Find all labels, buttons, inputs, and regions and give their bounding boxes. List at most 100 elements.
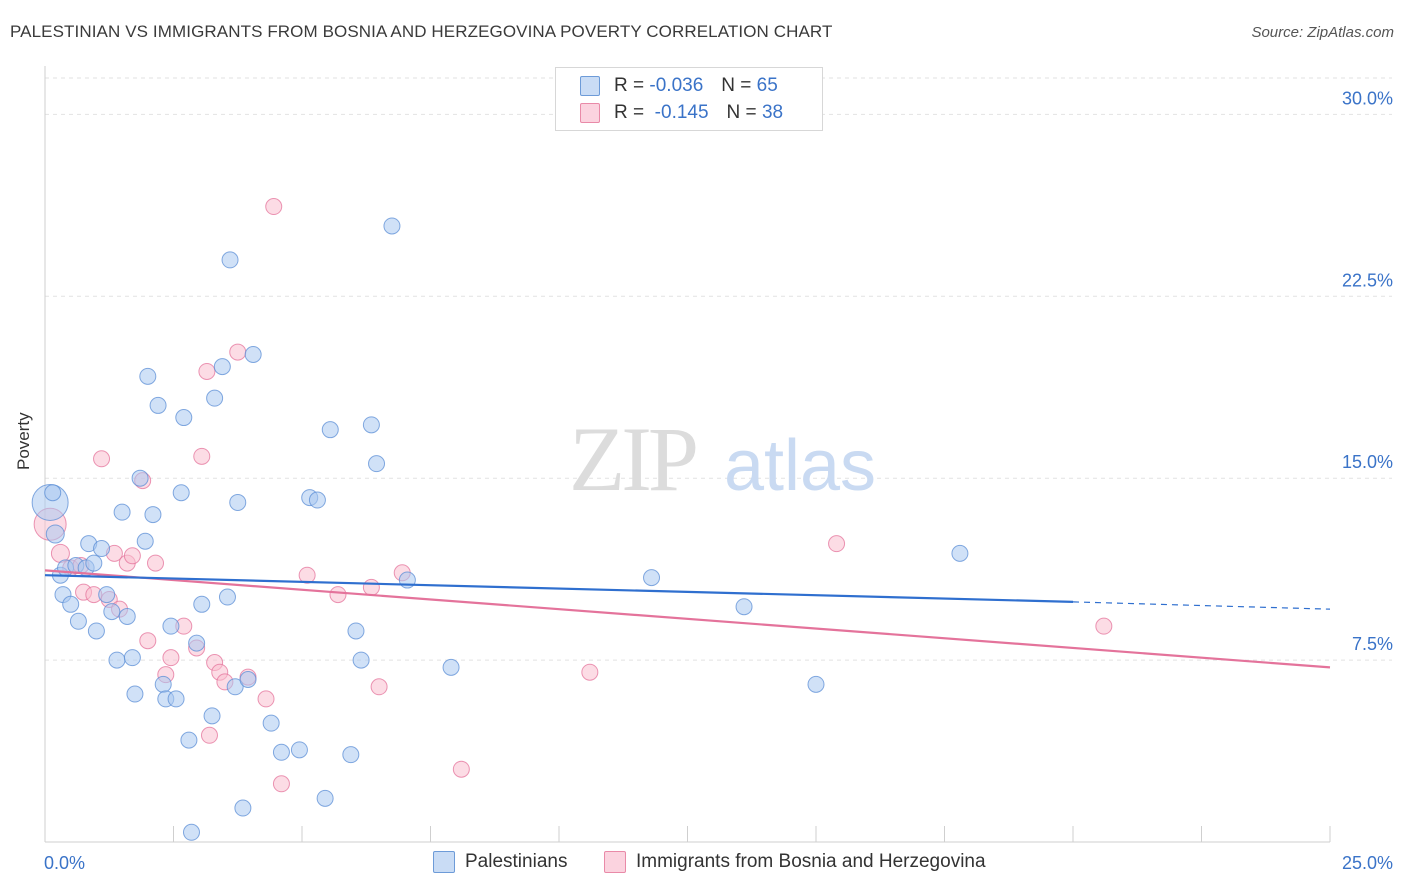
point-palestinians xyxy=(807,675,825,693)
point-palestinians xyxy=(87,622,105,640)
point-bosnia xyxy=(198,362,216,380)
point-palestinians xyxy=(735,598,753,616)
watermark-atlas: atlas xyxy=(724,426,876,506)
n-value: 65 xyxy=(756,75,778,96)
point-palestinians xyxy=(126,685,144,703)
point-bosnia xyxy=(1095,617,1113,635)
point-palestinians xyxy=(180,731,198,749)
point-palestinians xyxy=(85,554,103,572)
legend-label: Immigrants from Bosnia and Herzegovina xyxy=(636,851,986,872)
point-palestinians xyxy=(218,588,236,606)
point-palestinians xyxy=(69,612,87,630)
legend-swatch-blue xyxy=(580,76,600,96)
point-bosnia xyxy=(123,547,141,565)
point-palestinians xyxy=(45,524,65,544)
y-tick-label: 22.5% xyxy=(1342,270,1393,290)
point-bosnia xyxy=(828,535,846,553)
point-palestinians xyxy=(93,540,111,558)
point-palestinians xyxy=(290,741,308,759)
point-palestinians xyxy=(442,658,460,676)
point-palestinians xyxy=(162,617,180,635)
point-palestinians xyxy=(131,469,149,487)
point-palestinians xyxy=(362,416,380,434)
legend-item-bosnia[interactable]: Immigrants from Bosnia and Herzegovina xyxy=(604,851,986,873)
point-bosnia xyxy=(452,760,470,778)
point-palestinians xyxy=(182,823,200,841)
point-palestinians xyxy=(643,569,661,587)
point-palestinians xyxy=(172,484,190,502)
point-palestinians xyxy=(213,358,231,376)
point-palestinians xyxy=(188,634,206,652)
point-bosnia xyxy=(93,450,111,468)
point-palestinians xyxy=(123,649,141,667)
trend-line-bosnia xyxy=(44,569,1331,669)
r-value: -0.145 xyxy=(654,102,709,123)
point-bosnia xyxy=(147,554,165,572)
n-label: N = xyxy=(726,102,757,123)
point-bosnia xyxy=(362,578,380,596)
scatter-points xyxy=(31,198,1113,841)
point-palestinians xyxy=(206,389,224,407)
point-bosnia xyxy=(265,198,283,216)
point-palestinians xyxy=(118,607,136,625)
point-palestinians xyxy=(352,651,370,669)
legend-item-palestinians[interactable]: Palestinians xyxy=(433,851,567,873)
point-bosnia xyxy=(200,726,218,744)
legend-label: Palestinians xyxy=(465,851,568,872)
stats-row-bosnia: R = -0.145 N = 38 xyxy=(580,101,783,125)
x-tick-label: 0.0% xyxy=(44,853,85,873)
point-palestinians xyxy=(149,396,167,414)
n-label: N = xyxy=(721,75,752,96)
n-value: 38 xyxy=(761,102,784,123)
point-palestinians xyxy=(144,506,162,524)
point-palestinians xyxy=(226,678,244,696)
point-bosnia xyxy=(329,586,347,604)
point-palestinians xyxy=(62,595,80,613)
point-palestinians xyxy=(113,503,131,521)
point-palestinians xyxy=(262,714,280,732)
point-palestinians xyxy=(139,367,157,385)
point-palestinians xyxy=(98,586,116,604)
source-label: Source: ZipAtlas.com xyxy=(1251,24,1394,41)
trend-line-palestinians-extrapolated xyxy=(1072,601,1331,610)
point-palestinians xyxy=(203,707,221,725)
point-bosnia xyxy=(370,678,388,696)
point-bosnia xyxy=(229,343,247,361)
point-palestinians xyxy=(154,675,172,693)
legend-swatch-blue xyxy=(433,851,455,873)
watermark: ZIP atlas xyxy=(569,408,876,510)
watermark-zip: ZIP xyxy=(569,408,696,510)
point-palestinians xyxy=(316,789,334,807)
point-palestinians xyxy=(229,493,247,511)
point-palestinians xyxy=(239,670,257,688)
point-palestinians xyxy=(951,544,969,562)
point-palestinians xyxy=(308,491,326,509)
r-label: R = xyxy=(614,75,645,96)
point-bosnia xyxy=(193,447,211,465)
point-palestinians xyxy=(175,409,193,427)
point-palestinians xyxy=(167,690,185,708)
point-bosnia xyxy=(298,566,316,584)
trend-lines xyxy=(44,569,1331,669)
point-palestinians xyxy=(272,743,290,761)
point-bosnia xyxy=(162,649,180,667)
y-tick-label: 15.0% xyxy=(1342,452,1393,472)
point-palestinians xyxy=(44,484,62,502)
y-tick-label: 7.5% xyxy=(1352,634,1393,654)
point-palestinians xyxy=(108,651,126,669)
point-bosnia xyxy=(257,690,275,708)
point-palestinians xyxy=(321,421,339,439)
point-palestinians xyxy=(244,345,262,363)
stats-legend: R = -0.036 N = 65 R = -0.145 N = 38 xyxy=(555,67,823,131)
legend-swatch-pink xyxy=(604,851,626,873)
tick-labels: 7.5% 15.0% 22.5% 30.0% 0.0% 25.0% xyxy=(44,88,1393,873)
chart-title: PALESTINIAN VS IMMIGRANTS FROM BOSNIA AN… xyxy=(10,22,833,41)
point-bosnia xyxy=(139,632,157,650)
point-palestinians xyxy=(368,455,386,473)
stats-row-palestinians: R = -0.036 N = 65 xyxy=(580,74,778,98)
trend-line-palestinians xyxy=(44,574,1074,603)
point-palestinians xyxy=(136,532,154,550)
point-palestinians xyxy=(193,595,211,613)
r-label: R = xyxy=(614,102,645,123)
